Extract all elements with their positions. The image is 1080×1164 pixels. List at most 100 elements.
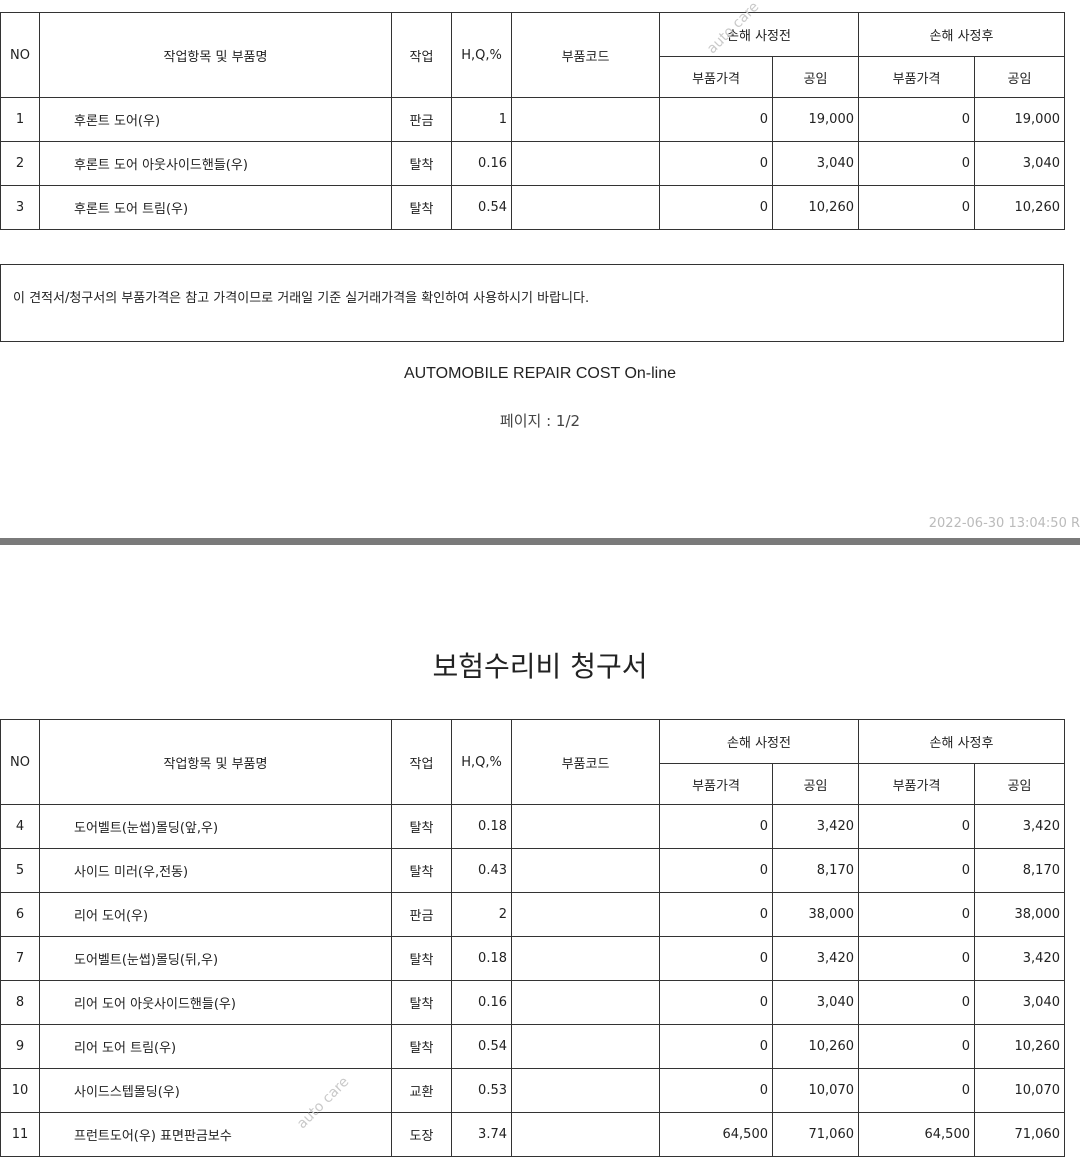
header-code: 부품코드 (511, 719, 660, 805)
row-before-part-price: 64,500 (659, 1112, 773, 1157)
row-work: 판금 (391, 892, 452, 937)
row-item: 후론트 도어 트림(우) (39, 185, 392, 230)
row-hq: 1 (451, 97, 512, 142)
row-code (511, 848, 660, 893)
row-hq: 0.54 (451, 1024, 512, 1069)
header-before: 손해 사정전 (659, 12, 859, 57)
row-after-part-price: 0 (858, 936, 975, 981)
row-after-labor: 71,060 (974, 1112, 1065, 1157)
row-code (511, 141, 660, 186)
header-code: 부품코드 (511, 12, 660, 98)
row-code (511, 1024, 660, 1069)
row-item: 프런트도어(우) 표면판금보수 (39, 1112, 392, 1157)
row-after-part-price: 0 (858, 1068, 975, 1113)
row-before-labor: 19,000 (772, 97, 859, 142)
row-item: 도어벨트(눈썹)몰딩(뒤,우) (39, 936, 392, 981)
row-code (511, 1112, 660, 1157)
row-hq: 0.16 (451, 141, 512, 186)
row-work: 탈착 (391, 141, 452, 186)
row-after-labor: 10,260 (974, 1024, 1065, 1069)
row-no: 6 (0, 892, 40, 937)
row-code (511, 892, 660, 937)
print-timestamp: 2022-06-30 13:04:50 R (928, 516, 1080, 531)
row-work: 탈착 (391, 185, 452, 230)
row-after-labor: 38,000 (974, 892, 1065, 937)
row-before-labor: 38,000 (772, 892, 859, 937)
row-after-part-price: 0 (858, 141, 975, 186)
row-no: 5 (0, 848, 40, 893)
header-before-labor: 공임 (772, 56, 859, 98)
row-no: 7 (0, 936, 40, 981)
header-before-labor: 공임 (772, 763, 859, 805)
estimate-table-page1: NO 작업항목 및 부품명 작업 H,Q,% 부품코드 손해 사정전 손해 사정… (0, 12, 1065, 230)
row-work: 탈착 (391, 980, 452, 1025)
row-before-part-price: 0 (659, 848, 773, 893)
row-no: 11 (0, 1112, 40, 1157)
row-before-part-price: 0 (659, 980, 773, 1025)
row-no: 9 (0, 1024, 40, 1069)
row-hq: 0.18 (451, 804, 512, 849)
header-hq: H,Q,% (451, 719, 512, 805)
row-after-labor: 10,070 (974, 1068, 1065, 1113)
row-no: 3 (0, 185, 40, 230)
page-number: 페이지 : 1/2 (499, 412, 581, 430)
header-item: 작업항목 및 부품명 (39, 719, 392, 805)
table-row: 10 사이드스텝몰딩(우) 교환 0.53 0 10,070 0 10,070 (0, 1068, 1065, 1113)
row-before-labor: 10,260 (772, 1024, 859, 1069)
row-before-labor: 71,060 (772, 1112, 859, 1157)
row-item: 리어 도어 트림(우) (39, 1024, 392, 1069)
document-title: 보험수리비 청구서 (432, 650, 648, 683)
row-before-part-price: 0 (659, 1068, 773, 1113)
row-no: 2 (0, 141, 40, 186)
table-row: 4 도어벨트(눈썹)몰딩(앞,우) 탈착 0.18 0 3,420 0 3,420 (0, 804, 1065, 849)
row-code (511, 185, 660, 230)
row-after-part-price: 0 (858, 980, 975, 1025)
header-item: 작업항목 및 부품명 (39, 12, 392, 98)
row-item: 도어벨트(눈썹)몰딩(앞,우) (39, 804, 392, 849)
row-hq: 0.43 (451, 848, 512, 893)
header-work: 작업 (391, 719, 452, 805)
table-row: 9 리어 도어 트림(우) 탈착 0.54 0 10,260 0 10,260 (0, 1024, 1065, 1069)
row-no: 10 (0, 1068, 40, 1113)
table-row: 8 리어 도어 아웃사이드핸들(우) 탈착 0.16 0 3,040 0 3,040 (0, 980, 1065, 1025)
row-before-labor: 3,040 (772, 980, 859, 1025)
row-before-labor: 3,420 (772, 936, 859, 981)
row-after-labor: 8,170 (974, 848, 1065, 893)
header-before-part-price: 부품가격 (659, 56, 773, 98)
row-item: 사이드스텝몰딩(우) (39, 1068, 392, 1113)
row-item: 리어 도어 아웃사이드핸들(우) (39, 980, 392, 1025)
row-hq: 0.53 (451, 1068, 512, 1113)
row-code (511, 804, 660, 849)
header-after-part-price: 부품가격 (858, 763, 975, 805)
row-before-part-price: 0 (659, 936, 773, 981)
estimate-table-page2: NO 작업항목 및 부품명 작업 H,Q,% 부품코드 손해 사정전 손해 사정… (0, 719, 1065, 1157)
row-item: 후론트 도어(우) (39, 97, 392, 142)
row-no: 8 (0, 980, 40, 1025)
row-after-part-price: 0 (858, 848, 975, 893)
row-work: 도장 (391, 1112, 452, 1157)
row-after-part-price: 0 (858, 185, 975, 230)
row-code (511, 97, 660, 142)
header-after: 손해 사정후 (858, 12, 1065, 57)
footer-title: AUTOMOBILE REPAIR COST On-line (403, 365, 677, 382)
header-no: NO (0, 12, 40, 98)
table-row: 3 후론트 도어 트림(우) 탈착 0.54 0 10,260 0 10,260 (0, 185, 1065, 230)
table-row: 7 도어벨트(눈썹)몰딩(뒤,우) 탈착 0.18 0 3,420 0 3,420 (0, 936, 1065, 981)
row-work: 탈착 (391, 1024, 452, 1069)
row-hq: 0.54 (451, 185, 512, 230)
row-after-part-price: 0 (858, 892, 975, 937)
row-no: 4 (0, 804, 40, 849)
header-after-labor: 공임 (974, 763, 1065, 805)
header-after: 손해 사정후 (858, 719, 1065, 764)
row-before-part-price: 0 (659, 97, 773, 142)
row-after-part-price: 0 (858, 1024, 975, 1069)
row-before-part-price: 0 (659, 804, 773, 849)
price-notice-box: 이 견적서/청구서의 부품가격은 참고 가격이므로 거래일 기준 실거래가격을 … (0, 264, 1064, 342)
row-after-part-price: 0 (858, 804, 975, 849)
row-before-part-price: 0 (659, 1024, 773, 1069)
row-after-part-price: 64,500 (858, 1112, 975, 1157)
header-no: NO (0, 719, 40, 805)
row-work: 탈착 (391, 936, 452, 981)
table-row: 5 사이드 미러(우,전동) 탈착 0.43 0 8,170 0 8,170 (0, 848, 1065, 893)
row-before-labor: 3,420 (772, 804, 859, 849)
